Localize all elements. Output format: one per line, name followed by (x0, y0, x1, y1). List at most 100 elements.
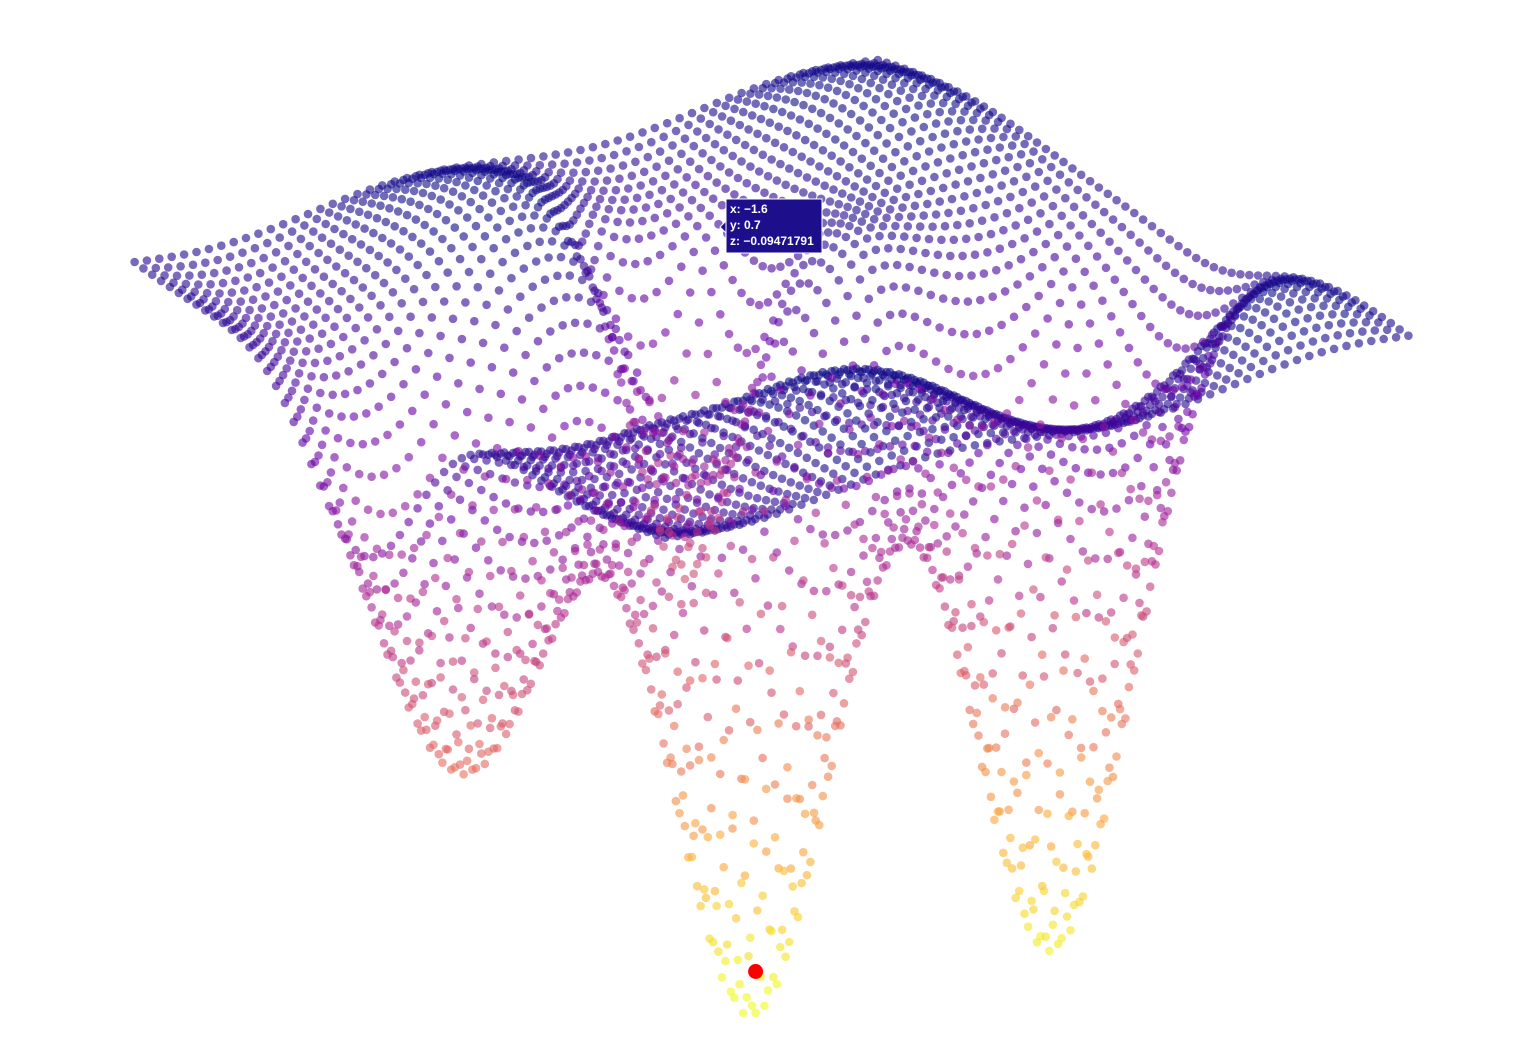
data-point[interactable] (832, 229, 842, 238)
data-point[interactable] (1105, 237, 1114, 246)
data-point[interactable] (854, 83, 863, 93)
data-point[interactable] (630, 444, 640, 453)
data-point[interactable] (609, 232, 619, 242)
data-point[interactable] (961, 234, 971, 244)
data-point[interactable] (806, 524, 815, 534)
data-point[interactable] (767, 926, 776, 936)
data-point[interactable] (370, 270, 380, 280)
data-point[interactable] (834, 370, 843, 379)
data-point[interactable] (1145, 322, 1155, 332)
data-point[interactable] (1106, 713, 1116, 722)
data-point[interactable] (588, 383, 598, 392)
data-point[interactable] (432, 716, 442, 725)
data-point[interactable] (1172, 466, 1181, 475)
data-point[interactable] (804, 484, 813, 494)
data-point[interactable] (930, 268, 939, 278)
data-point[interactable] (698, 266, 707, 276)
data-point[interactable] (988, 292, 997, 302)
data-point[interactable] (1085, 677, 1095, 686)
data-point[interactable] (1030, 182, 1040, 191)
data-point[interactable] (908, 506, 918, 516)
data-point[interactable] (868, 108, 877, 117)
data-point[interactable] (887, 451, 896, 460)
data-point[interactable] (1087, 468, 1097, 478)
data-point[interactable] (425, 473, 435, 483)
data-point[interactable] (613, 136, 622, 145)
data-point[interactable] (1124, 343, 1134, 353)
data-point[interactable] (1000, 703, 1010, 712)
data-point[interactable] (818, 349, 828, 359)
data-point[interactable] (648, 177, 658, 186)
data-point[interactable] (544, 479, 553, 488)
data-point[interactable] (429, 227, 438, 236)
data-point[interactable] (876, 470, 886, 479)
data-point[interactable] (330, 224, 339, 234)
data-point[interactable] (1025, 158, 1035, 168)
data-point[interactable] (661, 473, 670, 483)
data-point[interactable] (491, 320, 500, 330)
data-point[interactable] (323, 356, 332, 366)
data-point[interactable] (592, 506, 601, 515)
data-point[interactable] (919, 426, 928, 436)
data-point[interactable] (880, 101, 890, 111)
data-point[interactable] (1342, 341, 1351, 351)
data-point[interactable] (393, 326, 403, 336)
data-point[interactable] (1103, 776, 1112, 786)
data-point[interactable] (462, 213, 472, 222)
data-point[interactable] (282, 295, 292, 305)
data-point[interactable] (501, 474, 511, 484)
data-point[interactable] (907, 212, 916, 221)
data-point[interactable] (820, 464, 829, 473)
data-point[interactable] (606, 164, 615, 173)
data-point[interactable] (574, 293, 583, 302)
data-point[interactable] (896, 455, 905, 464)
data-point[interactable] (531, 464, 541, 473)
data-point[interactable] (970, 250, 980, 259)
data-point[interactable] (505, 216, 514, 226)
data-point[interactable] (977, 124, 987, 134)
data-point[interactable] (1023, 559, 1033, 569)
data-point[interactable] (1246, 287, 1256, 297)
data-point[interactable] (1342, 291, 1351, 300)
data-point[interactable] (655, 250, 665, 260)
data-point[interactable] (997, 649, 1006, 658)
data-point[interactable] (496, 206, 506, 216)
data-point[interactable] (427, 191, 437, 201)
data-point[interactable] (652, 652, 661, 662)
data-point[interactable] (837, 625, 847, 635)
data-point[interactable] (850, 382, 859, 391)
data-point[interactable] (785, 257, 794, 267)
data-point[interactable] (786, 111, 796, 120)
data-point[interactable] (924, 402, 934, 412)
data-point[interactable] (498, 257, 507, 267)
data-point[interactable] (273, 287, 283, 296)
data-point[interactable] (432, 606, 442, 616)
data-point[interactable] (786, 72, 796, 81)
data-point[interactable] (774, 75, 783, 85)
data-point[interactable] (404, 252, 414, 261)
data-point[interactable] (820, 753, 829, 763)
data-point[interactable] (685, 288, 695, 297)
data-point[interactable] (1064, 811, 1074, 821)
data-point[interactable] (968, 719, 978, 729)
data-point[interactable] (864, 123, 874, 132)
data-point[interactable] (710, 139, 720, 149)
data-point[interactable] (685, 429, 695, 439)
data-point[interactable] (482, 637, 491, 646)
data-point[interactable] (788, 882, 797, 891)
data-point[interactable] (250, 243, 260, 253)
data-point[interactable] (1023, 922, 1033, 931)
data-point[interactable] (535, 451, 544, 461)
data-point[interactable] (505, 532, 514, 542)
data-point[interactable] (643, 256, 652, 266)
data-point[interactable] (308, 416, 318, 425)
data-point[interactable] (1025, 841, 1035, 850)
data-point[interactable] (169, 278, 178, 288)
data-point[interactable] (710, 526, 720, 535)
data-point[interactable] (822, 586, 831, 596)
data-point[interactable] (539, 223, 548, 232)
data-point[interactable] (799, 100, 808, 110)
data-point[interactable] (636, 595, 645, 605)
data-point[interactable] (625, 218, 635, 227)
data-point[interactable] (1209, 262, 1219, 272)
